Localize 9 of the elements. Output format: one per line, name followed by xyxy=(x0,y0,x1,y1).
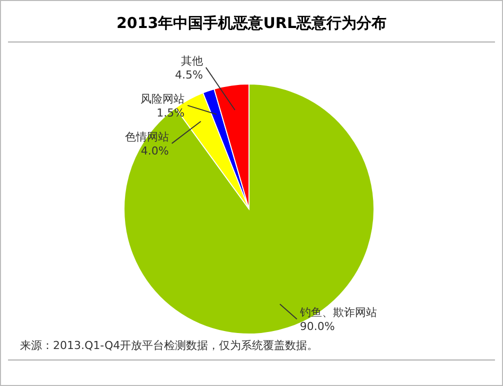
chart-title: 2013年中国手机恶意URL恶意行为分布 xyxy=(116,14,387,32)
data-label: 4.0% xyxy=(140,144,169,158)
slice-label: 色情网站 xyxy=(124,130,169,144)
source-note: 来源：2013.Q1-Q4开放平台检测数据，仅为系统覆盖数据。 xyxy=(20,339,318,352)
slice-label: 风险网站 xyxy=(140,92,185,106)
data-label: 4.5% xyxy=(174,68,203,82)
data-label: 1.5% xyxy=(156,106,185,120)
data-label: 90.0% xyxy=(300,320,335,334)
slice-label: 其他 xyxy=(180,54,203,68)
